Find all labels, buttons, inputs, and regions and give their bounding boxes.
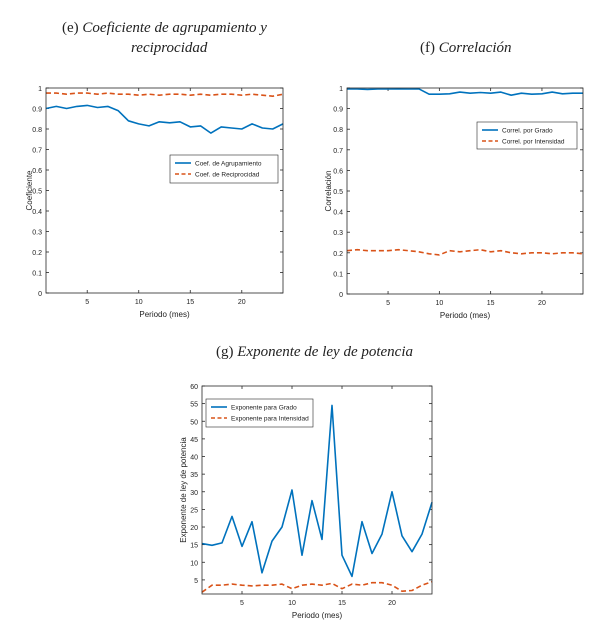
y-tick-label: 0 xyxy=(339,292,343,299)
plot-frame xyxy=(346,87,584,295)
legend-box xyxy=(476,121,578,150)
x-tick-label: 10 xyxy=(288,600,296,607)
chart-f: 00.10.20.30.40.50.60.70.80.915 10 15 20Peri… xyxy=(324,86,584,320)
y-tick-label: 0.9 xyxy=(32,107,42,114)
caption-e-line2: reciprocidad xyxy=(131,40,207,57)
y-tick-label: 0.8 xyxy=(32,127,42,134)
y-tick-label: 0.6 xyxy=(333,168,343,175)
legend-box xyxy=(169,154,279,184)
y-tick-label: 10 xyxy=(190,560,198,567)
y-tick-label: 0 xyxy=(38,291,42,298)
x-axis-label: Periodo (mes) xyxy=(139,310,190,319)
y-tick-label: 0.4 xyxy=(333,210,343,217)
y-tick-label: 55 xyxy=(190,402,198,409)
y-tick-label: 0.7 xyxy=(32,148,42,155)
y-tick-label: 35 xyxy=(190,472,198,479)
y-axis-label: Exponente de ley de potencia xyxy=(179,437,188,543)
x-tick-label: 5 xyxy=(85,299,89,306)
y-tick-label: 40 xyxy=(190,455,198,462)
x-tick-label: 15 xyxy=(186,299,194,306)
x-tick-label: 5 xyxy=(386,300,390,307)
y-axis-label: Coeficiente xyxy=(25,170,34,211)
x-tick-label: 5 xyxy=(240,600,244,607)
plot-area xyxy=(46,88,283,293)
legend-label: Coef. de Reciprocidad xyxy=(195,172,260,179)
caption-f: (f) Correlación xyxy=(420,40,512,57)
x-axis-label: Periodo (mes) xyxy=(440,311,491,320)
legend-label: Exponente para Intensidad xyxy=(231,416,309,423)
x-tick-label: 10 xyxy=(135,299,143,306)
y-tick-label: 1 xyxy=(38,86,42,93)
legend-label: Correl. por Intensidad xyxy=(502,139,565,146)
y-axis-label: Correlación xyxy=(324,171,333,212)
y-tick-label: 0.3 xyxy=(333,230,343,237)
plot-area xyxy=(347,88,583,294)
y-tick-label: 0.3 xyxy=(32,230,42,237)
y-tick-label: 20 xyxy=(190,525,198,532)
legend: Exponente para Grado Exponente para Inten… xyxy=(205,398,314,428)
y-tick-label: 0.9 xyxy=(333,107,343,114)
plot-frame xyxy=(45,87,284,294)
series-line-a xyxy=(45,104,284,134)
caption-e-letter: (e) xyxy=(62,20,79,36)
y-tick-label: 45 xyxy=(190,437,198,444)
y-tick-label: 0.6 xyxy=(32,168,42,175)
caption-e-title-line2: reciprocidad xyxy=(131,40,208,56)
caption-g-title: Exponente de ley de potencia xyxy=(237,344,414,360)
y-tick-label: 0.1 xyxy=(333,271,343,278)
x-tick-label: 15 xyxy=(338,600,346,607)
x-tick-label: 20 xyxy=(388,600,396,607)
y-tick-label: 1 xyxy=(339,86,343,93)
x-tick-label: 15 xyxy=(487,300,495,307)
caption-g-letter: (g) xyxy=(216,344,234,360)
series-line-a xyxy=(201,404,433,578)
legend-label: Coef. de Agrupamiento xyxy=(195,161,262,168)
y-tick-label: 50 xyxy=(190,419,198,426)
chart-e: 00.10.20.30.40.50.60.70.80.915 10 15 20Peri… xyxy=(25,86,284,319)
x-tick-label: 20 xyxy=(538,300,546,307)
y-tick-label: 0.8 xyxy=(333,127,343,134)
y-tick-label: 0.1 xyxy=(32,271,42,278)
y-tick-label: 60 xyxy=(190,384,198,391)
legend-box xyxy=(205,398,314,428)
chart-g: 5 10 15 20 25 30 35 40 45 50 55 60 5 10 15 20 Periodo (m… xyxy=(179,384,433,620)
x-tick-label: 20 xyxy=(238,299,246,306)
x-tick-label: 10 xyxy=(435,300,443,307)
caption-g: (g) Exponente de ley de potencia xyxy=(216,344,413,361)
caption-f-letter: (f) xyxy=(420,40,435,56)
series-line-b xyxy=(201,580,433,593)
series-line-a xyxy=(347,88,583,96)
caption-e-title-line1: Coeficiente de agrupamiento y xyxy=(82,20,267,36)
y-tick-label: 25 xyxy=(190,507,198,514)
legend-label: Exponente para Grado xyxy=(231,405,297,412)
y-tick-label: 0.5 xyxy=(32,189,42,196)
y-tick-label: 0.7 xyxy=(333,148,343,155)
y-tick-label: 0.2 xyxy=(333,251,343,258)
y-tick-label: 15 xyxy=(190,543,198,550)
caption-e: (e) Coeficiente de agrupamiento y xyxy=(62,20,267,37)
x-axis-label: Periodo (mes) xyxy=(292,611,343,620)
legend: Correl. por Grado Correl. por Intensidad xyxy=(476,121,578,150)
legend-label: Correl. por Grado xyxy=(502,128,553,135)
y-tick-label: 0.2 xyxy=(32,250,42,257)
y-tick-label: 0.4 xyxy=(32,209,42,216)
y-tick-label: 5 xyxy=(194,578,198,585)
plot-frame xyxy=(201,385,433,595)
y-tick-label: 30 xyxy=(190,490,198,497)
caption-f-title: Correlación xyxy=(438,40,512,56)
y-tick-label: 0.5 xyxy=(333,189,343,196)
legend: Coef. de Agrupamiento Coef. de Reciprocid… xyxy=(169,154,279,184)
